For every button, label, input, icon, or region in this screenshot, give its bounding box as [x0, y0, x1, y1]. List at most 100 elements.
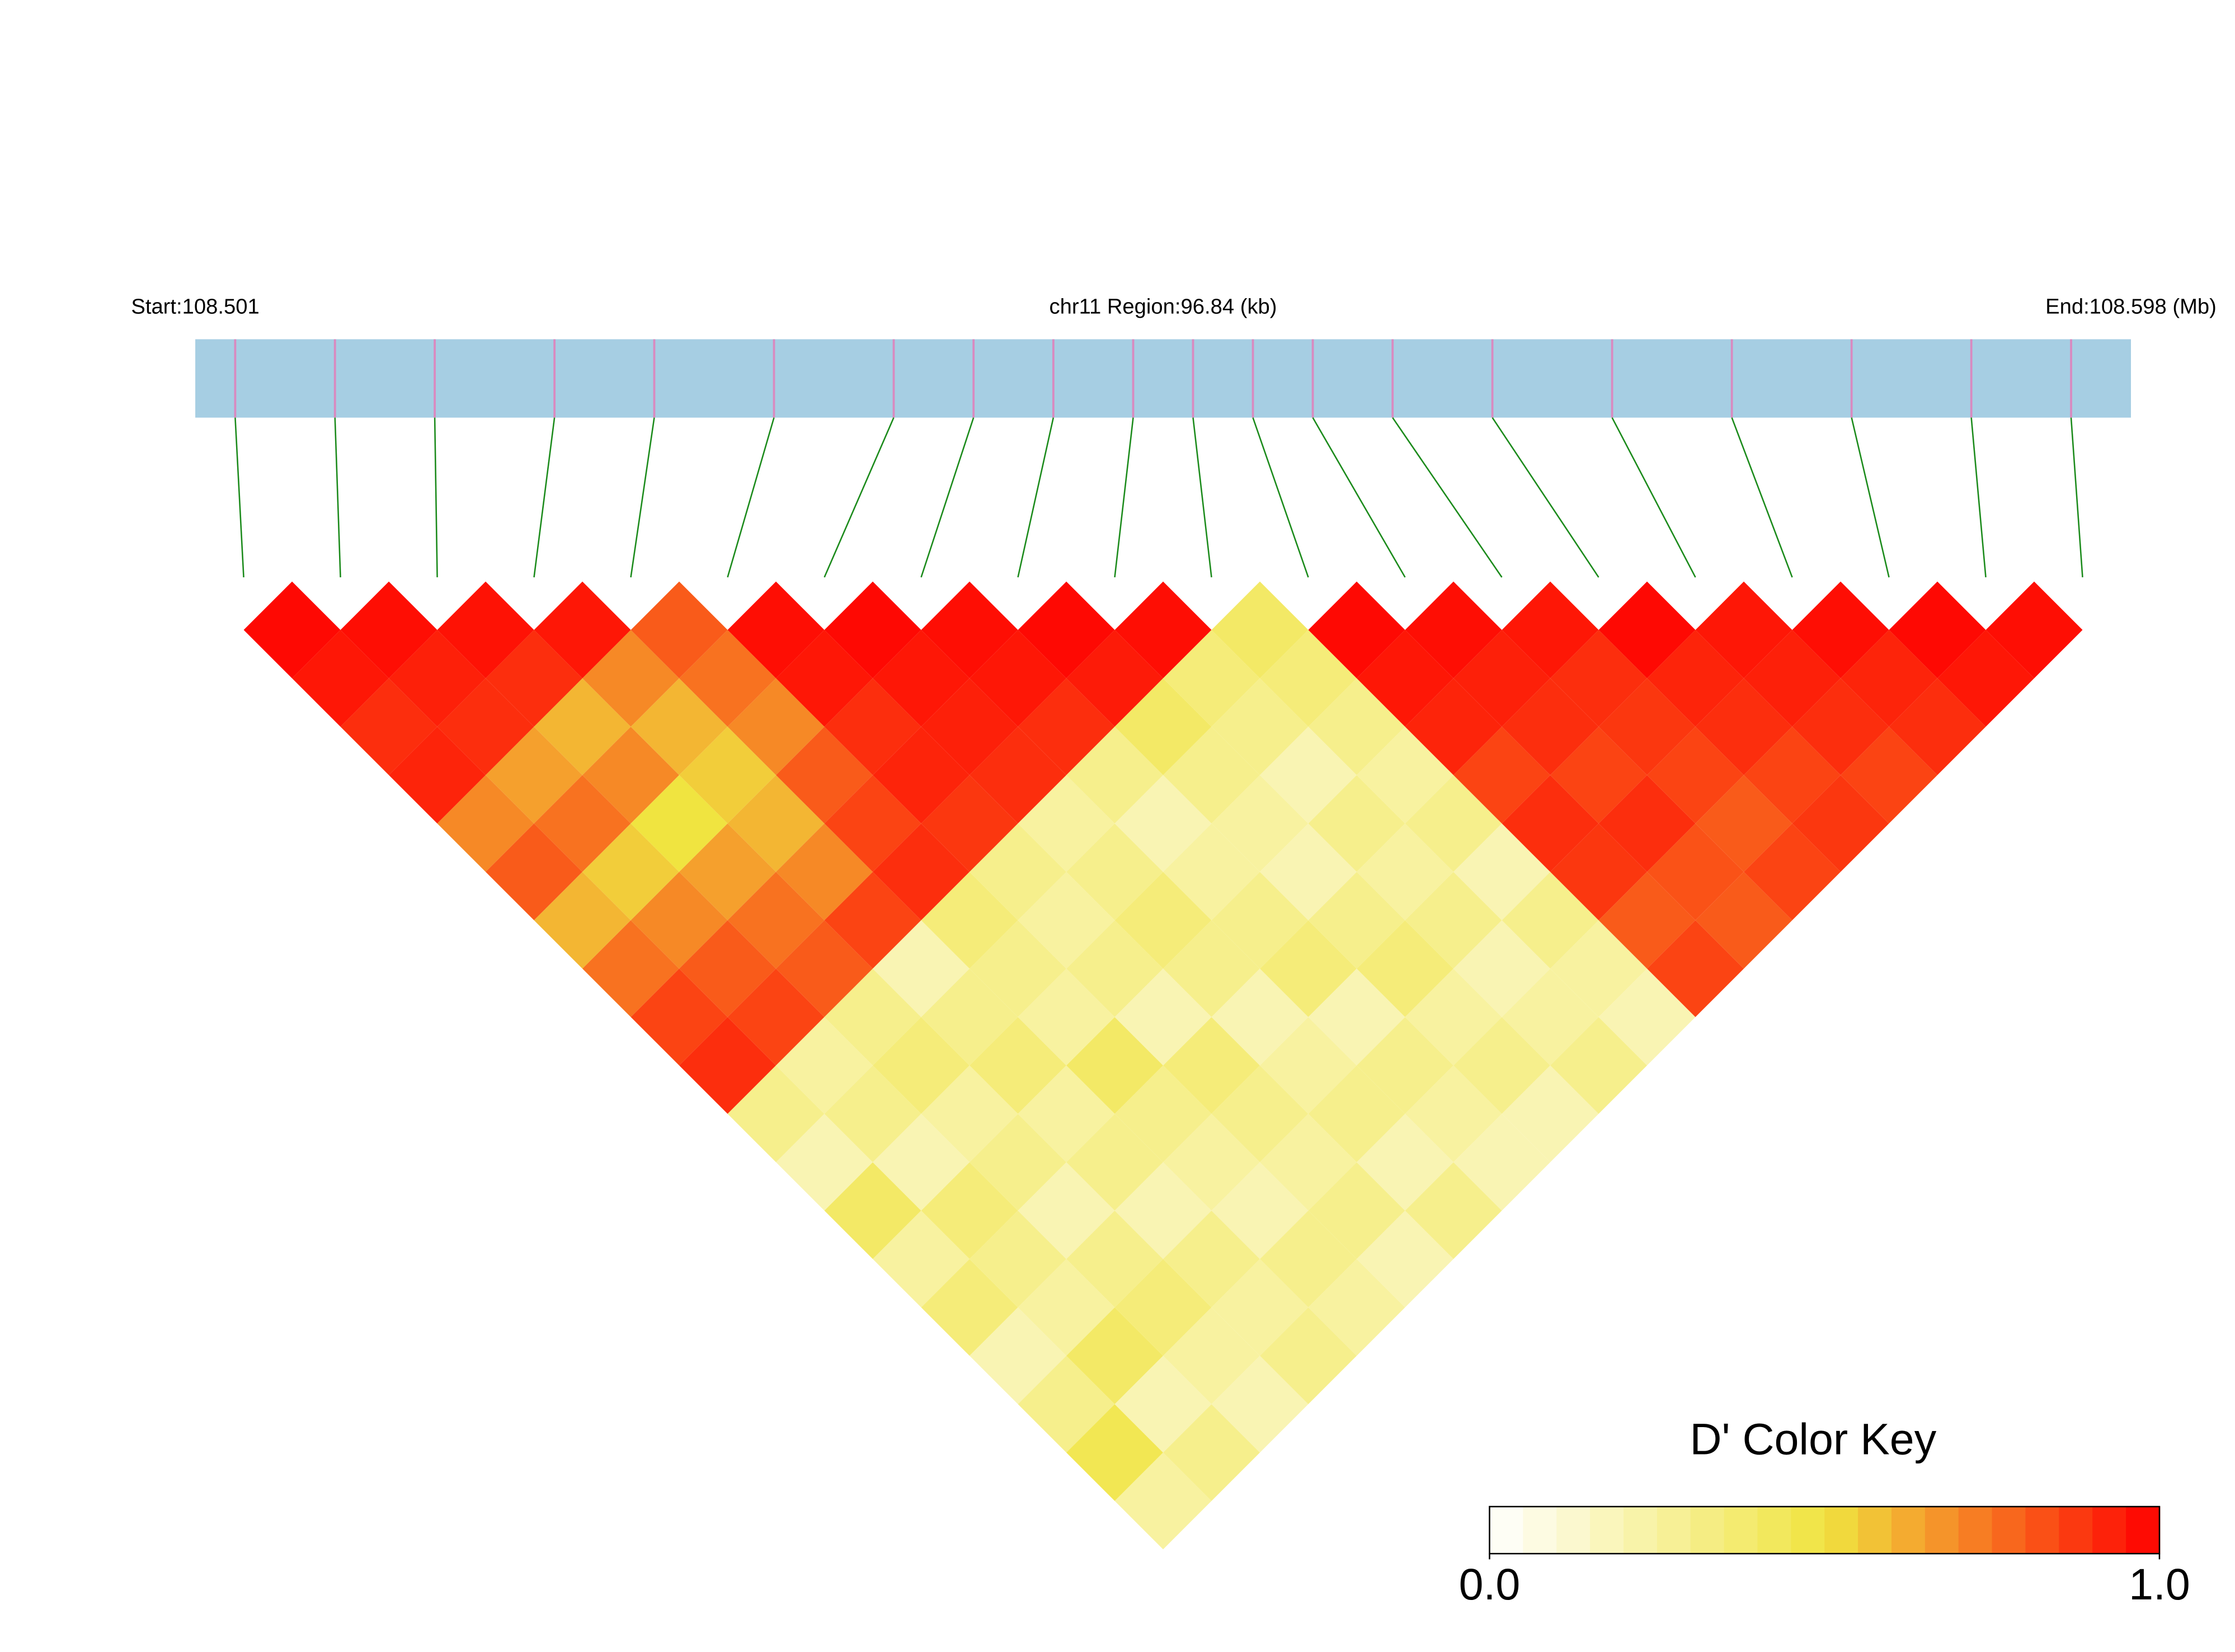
ld-cell: [1502, 1065, 1599, 1162]
ld-cell: [1114, 1259, 1212, 1356]
colorbar-swatch: [2092, 1507, 2127, 1554]
ld-cell: [1405, 678, 1502, 775]
ld-cell: [1647, 823, 1744, 921]
ld-cell: [1550, 823, 1648, 921]
ld-cell: [486, 727, 583, 824]
ld-cell: [1163, 630, 1260, 727]
ld-cell: [824, 581, 921, 679]
ld-cell: [873, 1211, 970, 1308]
ld-cell: [1841, 727, 1938, 824]
ld-cell: [1260, 1211, 1357, 1308]
ld-cell: [921, 968, 1018, 1066]
ld-cell: [1211, 968, 1309, 1066]
snp-connector: [1252, 417, 1309, 578]
ld-cell: [340, 581, 437, 679]
ld-cell: [1502, 581, 1599, 679]
colorbar-swatch: [2126, 1507, 2161, 1554]
ld-cell: [437, 581, 534, 679]
ld-cell: [1550, 727, 1648, 824]
ld-cell: [824, 1162, 921, 1259]
colorbar-swatch: [2059, 1507, 2093, 1554]
ld-cell: [1114, 1162, 1212, 1259]
colorbar-swatch: [1925, 1507, 1959, 1554]
ld-cell: [921, 1162, 1018, 1259]
colorbar-swatch: [1690, 1507, 1725, 1554]
ld-cell: [1114, 968, 1212, 1066]
snp-connector: [1392, 417, 1503, 578]
ld-cell: [1405, 581, 1502, 679]
ld-cell: [1985, 581, 2083, 679]
ld-cell: [1308, 1162, 1405, 1259]
ld-cell: [1598, 968, 1696, 1066]
snp-connector: [234, 417, 244, 577]
ld-cell: [727, 968, 825, 1066]
ld-cell: [1260, 727, 1357, 824]
colorbar-swatch: [1489, 1507, 1524, 1554]
ld-cell: [1163, 1114, 1260, 1211]
colorbar-swatch: [1958, 1507, 1993, 1554]
colorbar-swatch: [1623, 1507, 1658, 1554]
ld-cell: [824, 1065, 921, 1162]
colorbar-swatch: [1523, 1507, 1558, 1554]
ld-cell: [1163, 1307, 1260, 1405]
ld-cell: [1211, 581, 1309, 679]
ld-cell: [1647, 920, 1744, 1018]
snp-connector: [727, 417, 775, 578]
ld-cell: [1260, 1307, 1357, 1405]
ld-cell: [1453, 1017, 1551, 1114]
region-label: chr11 Region:96.84 (kb): [1050, 294, 1277, 318]
colorbar-swatch: [1992, 1507, 2026, 1554]
ld-cell: [1695, 581, 1792, 679]
ld-cell: [1114, 1452, 1212, 1550]
colorbar-tick-label: 1.0: [2129, 1560, 2190, 1609]
ld-cell: [1260, 920, 1357, 1018]
colorbar-frame: [1489, 1505, 2161, 1555]
ld-cell: [486, 630, 583, 727]
colorbar-swatch: [1791, 1507, 1825, 1554]
snp-connector: [1114, 417, 1134, 578]
ld-cell: [1647, 727, 1744, 824]
ld-cell: [486, 823, 583, 921]
colorbar-title: D' Color Key: [1690, 1414, 1936, 1463]
ld-cell: [873, 727, 970, 824]
ld-cell: [1744, 630, 1841, 727]
ld-cell: [1405, 1162, 1502, 1259]
ld-cell: [1647, 630, 1744, 727]
ld-cell: [1695, 872, 1792, 969]
colorbar-tick-label: 0.0: [1459, 1560, 1521, 1609]
ld-cell: [1163, 1017, 1260, 1114]
ld-cell: [1453, 823, 1551, 921]
ld-cell: [1744, 823, 1841, 921]
ld-cell: [630, 968, 728, 1066]
ld-cell: [1889, 678, 1986, 775]
snp-connector: [630, 417, 655, 578]
position-bar: [195, 339, 2132, 418]
snp-connector: [1017, 417, 1055, 578]
colorbar-swatch: [2025, 1507, 2060, 1554]
colorbar-swatch: [1590, 1507, 1625, 1554]
ld-cell: [1744, 727, 1841, 824]
ld-cell: [873, 920, 970, 1018]
colorbar-swatch: [1891, 1507, 1926, 1554]
ld-cell: [1066, 1404, 1164, 1502]
ld-cell: [727, 581, 825, 679]
ld-cell: [921, 581, 1018, 679]
ld-cell: [1453, 727, 1551, 824]
ld-cell: [1889, 581, 1986, 679]
snp-connector: [2070, 417, 2083, 577]
ld-cell: [1163, 920, 1260, 1018]
ld-cell: [630, 581, 728, 679]
end-label: End:108.598 (Mb): [2045, 294, 2217, 318]
ld-cell: [1405, 968, 1502, 1066]
ld-cell: [1211, 1162, 1309, 1259]
ld-cell: [1792, 581, 1889, 679]
snp-connector: [1192, 417, 1212, 578]
colorbar-swatch: [1724, 1507, 1758, 1554]
colorbar-swatch: [1556, 1507, 1591, 1554]
ld-cell: [582, 823, 680, 921]
ld-cell: [873, 1114, 970, 1211]
ld-cell: [873, 1017, 970, 1114]
ld-cell: [1018, 678, 1115, 775]
ld-cell: [1163, 1404, 1260, 1502]
